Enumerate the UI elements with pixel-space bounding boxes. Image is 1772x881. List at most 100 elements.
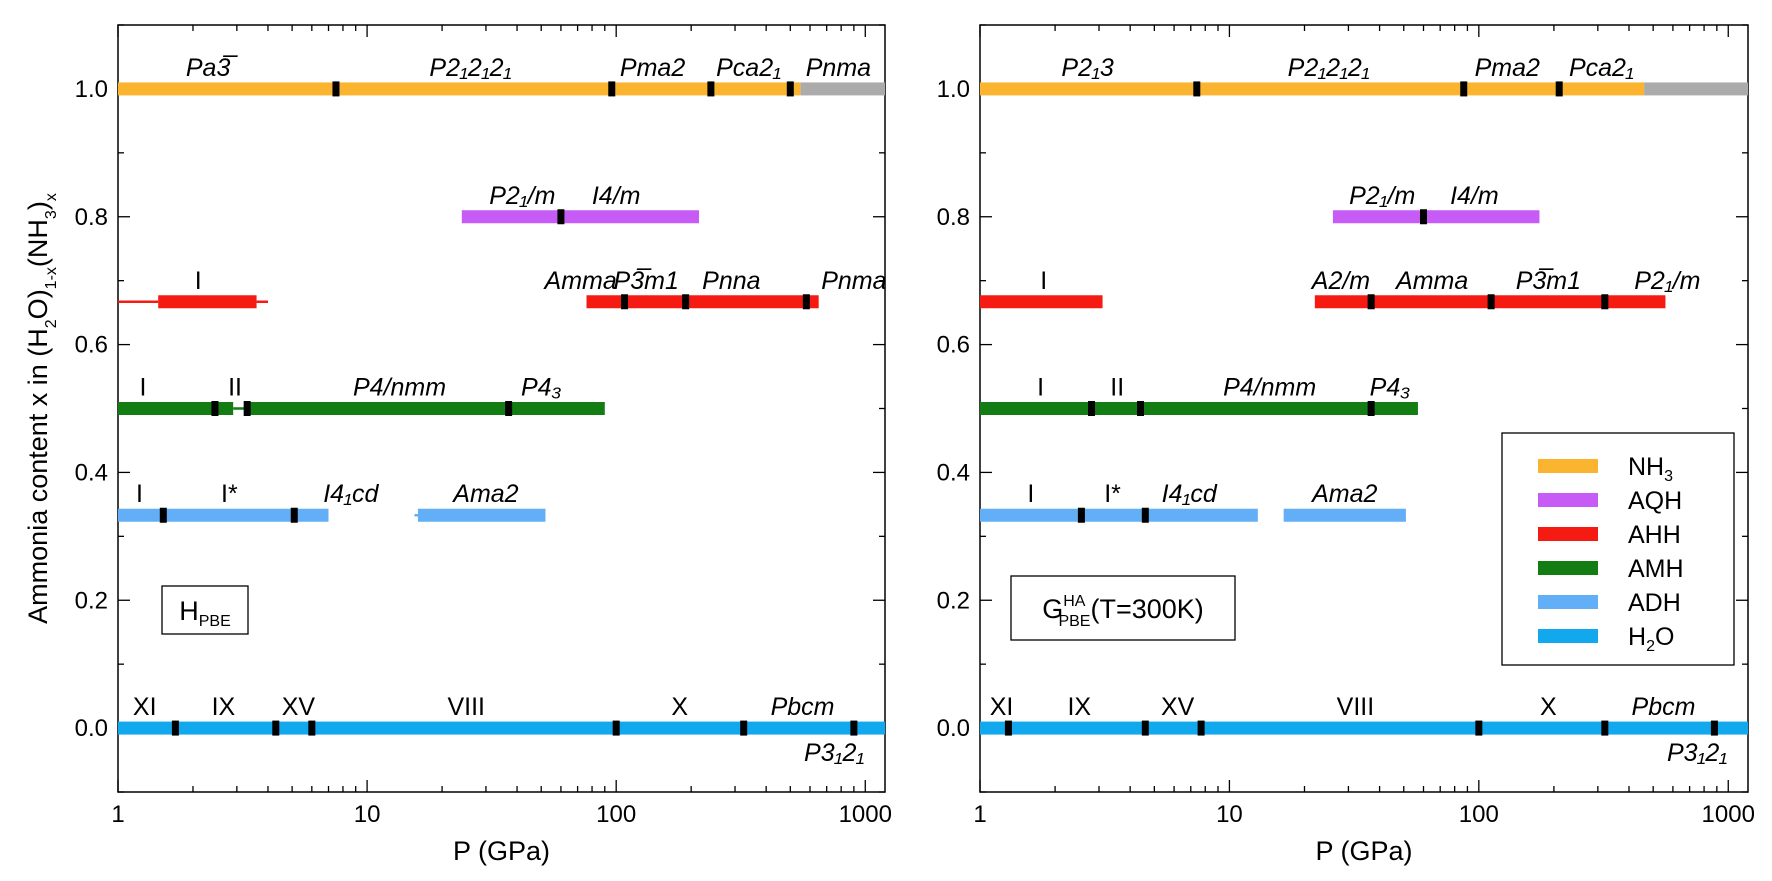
phase-label: P2₁2₁2₁ [429,54,511,82]
phase-label: X [1540,693,1557,721]
phase-boundary [612,720,620,736]
phase-boundary [171,720,179,736]
phase-bar [417,508,546,522]
legend-label: AQH [1628,487,1682,515]
phase-label: Amma [1394,267,1468,295]
phase-label: II [228,374,242,402]
phase-boundary [1141,720,1149,736]
phase-boundary [1420,209,1428,225]
phase-label: Pbcm [771,693,835,721]
x-tick-label: 100 [1459,801,1499,828]
phase-boundary [1077,507,1085,523]
y-tick-label: 0.2 [937,587,970,614]
legend-swatch [1538,595,1598,609]
phase-label: P4₃ [521,374,562,402]
phase-boundary [1460,81,1468,97]
phase-label: Pma2 [1475,54,1540,82]
phase-label: IX [212,693,236,721]
phase-label: P2₁2₁2₁ [1288,54,1370,82]
phase-boundary [1710,720,1718,736]
x-tick-label: 1 [111,801,124,828]
y-tick-label: 0.0 [75,715,108,742]
phase-label: II [1110,374,1124,402]
phase-label-bottom: P3₁2₁ [1667,739,1727,767]
x-tick-label: 100 [596,801,636,828]
phase-label: P2₁3 [1061,54,1113,82]
legend-label: ADH [1628,589,1681,617]
phase-label: Pbcm [1632,693,1696,721]
phase-label: P4/nmm [353,374,446,402]
phase-label: I [1027,480,1034,508]
phase-label: X [671,693,688,721]
phase-boundary [1136,401,1144,416]
y-tick-label: 0.8 [75,204,108,231]
y-tick-label: 1.0 [75,76,108,103]
y-tick-label: 0.2 [75,587,108,614]
phase-boundary [308,720,316,736]
phase-label-bottom: P3₁2₁ [804,739,864,767]
phase-label: XI [990,693,1014,721]
phase-boundary [1601,294,1609,310]
phase-boundary [505,401,513,416]
phase-boundary [1004,720,1012,736]
panel-free-energy: 1 10 100 1000 0.0 0.2 0.4 0.6 0.8 1.0 P (GPa) P2₁3 P… [937,24,1755,866]
phase-boundary [159,507,167,523]
phase-label: I [195,267,202,295]
phase-label: P3̅m1 [614,267,679,295]
phase-bar [980,508,1258,522]
phase-boundary [272,720,280,736]
legend-swatch [1538,459,1598,473]
phase-bar [1332,210,1540,224]
y-tick-label: 1.0 [937,76,970,103]
phase-label: Pnna [702,267,760,295]
phase-label: P2₁/m [1349,182,1415,210]
legend-swatch [1538,629,1598,643]
phase-bar [980,295,1103,309]
phase-bar [118,402,234,415]
phase-label: I* [221,480,238,508]
phase-boundary [1555,81,1563,97]
phase-boundary [211,401,219,416]
phase-boundary [802,294,810,310]
phase-boundary [1088,401,1096,416]
phase-bar [118,508,329,522]
phase-label: P2₁/m [489,182,555,210]
phase-bar [461,210,699,224]
phase-label: Pca2₁ [716,54,781,82]
phase-bar [245,402,605,415]
phase-label: XI [133,693,157,721]
phase-label: VIII [1337,693,1375,721]
phase-label: XV [282,693,316,721]
y-tick-label: 0.0 [937,715,970,742]
phase-label: IX [1067,693,1091,721]
phase-bar [586,295,819,309]
phase-boundary [332,81,340,97]
y-tick-label: 0.4 [937,459,970,486]
phase-boundary [850,720,858,736]
legend-swatch [1538,527,1598,541]
phase-label: I [1037,374,1044,402]
legend-label: AMH [1628,555,1684,583]
phase-label: Ama2 [451,480,518,508]
phase-label: Ama2 [1310,480,1377,508]
phase-label: I4/m [1450,182,1499,210]
phase-boundary [557,209,565,225]
legend-swatch [1538,561,1598,575]
phase-boundary [1601,720,1609,736]
phase-label: I* [1104,480,1121,508]
legend-swatch [1538,493,1598,507]
phase-boundary [786,81,794,97]
y-tick-label: 0.4 [75,459,108,486]
phase-bar [980,82,1645,96]
phase-label: XV [1161,693,1195,721]
phase-bar [118,82,801,96]
phase-label: I [136,480,143,508]
x-tick-label: 1000 [1702,801,1755,828]
legend-box [1501,432,1735,666]
phase-boundary [740,720,748,736]
phase-bar [158,295,257,309]
phase-label: Amma [543,267,617,295]
x-tick-label: 10 [354,801,381,828]
y-tick-label: 0.6 [75,332,108,359]
phase-label: P4₃ [1370,374,1411,402]
